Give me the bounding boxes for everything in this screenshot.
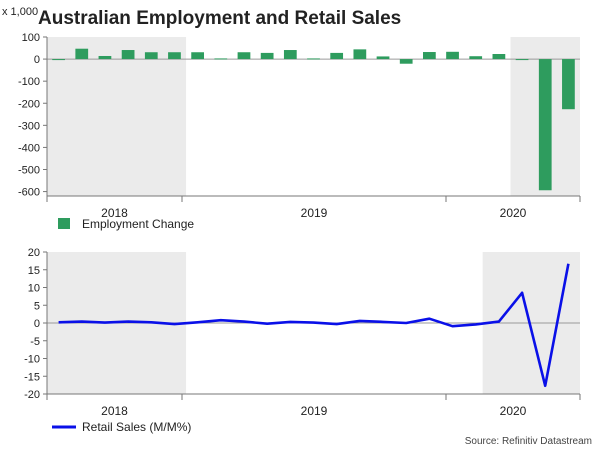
employment-bar	[214, 58, 227, 59]
y-tick-label: -10	[24, 354, 40, 366]
y-tick-label: 5	[34, 300, 40, 312]
employment-legend: Employment Change	[58, 217, 194, 231]
retail-legend: Retail Sales (M/M%)	[52, 420, 191, 434]
y-tick-label: 0	[34, 54, 40, 66]
x-tick-label: 2020	[500, 206, 527, 220]
y-tick-label: -100	[18, 76, 40, 88]
employment-chart-panel: x 1,000 100 0 -100 -200 -300 -400 -500 -600 201…	[2, 6, 580, 231]
employment-bar	[307, 58, 320, 59]
y-tick-label: -400	[18, 142, 40, 154]
y-tick-label: -600	[18, 187, 40, 199]
y-tick-label: 10	[28, 283, 40, 295]
employment-bar	[122, 50, 135, 59]
y-tick-label: 100	[22, 32, 40, 44]
employment-bar	[562, 59, 575, 109]
employment-bar	[377, 56, 390, 59]
legend-label-employment: Employment Change	[82, 217, 194, 231]
legend-swatch-employment	[58, 218, 70, 229]
y-tick-label: 20	[28, 247, 40, 259]
employment-bar	[191, 52, 204, 59]
y-tick-label: 0	[34, 318, 40, 330]
unit-label: x 1,000	[2, 6, 38, 18]
employment-bar	[423, 52, 436, 59]
employment-bar	[516, 59, 529, 60]
employment-bar	[75, 49, 88, 59]
y-tick-label: -5	[30, 336, 40, 348]
x-tick-label: 2019	[301, 206, 328, 220]
employment-bar	[493, 54, 506, 59]
chart-title: Australian Employment and Retail Sales	[38, 8, 401, 29]
employment-bar	[168, 52, 181, 59]
employment-bar	[284, 50, 297, 59]
y-tick-label: -15	[24, 371, 40, 383]
y-tick-label: -300	[18, 120, 40, 132]
employment-bar	[145, 52, 158, 59]
legend-label-retail: Retail Sales (M/M%)	[82, 420, 191, 434]
employment-bar	[261, 53, 274, 59]
x-tick-label: 2019	[301, 404, 328, 418]
employment-bar	[446, 52, 459, 59]
employment-bar	[353, 49, 366, 59]
employment-bar	[238, 52, 251, 59]
y-tick-label: -20	[24, 389, 40, 401]
retail-chart-panel: 20 15 10 5 0 -5 -10 -15 -20 2018 2019 2020 Retail …	[24, 247, 580, 434]
employment-bar	[539, 59, 552, 190]
x-tick-label: 2020	[500, 404, 527, 418]
x-tick-label: 2018	[101, 404, 128, 418]
y-tick-label: 15	[28, 265, 40, 277]
employment-bar	[99, 56, 112, 59]
y-tick-label: -200	[18, 98, 40, 110]
shaded-region	[47, 37, 186, 196]
y-tick-label: -500	[18, 165, 40, 177]
employment-bar	[330, 53, 343, 59]
source-note: Source: Refinitiv Datastream	[465, 436, 592, 447]
employment-bar	[52, 59, 65, 60]
employment-bar	[469, 56, 482, 59]
employment-bar	[400, 59, 413, 64]
